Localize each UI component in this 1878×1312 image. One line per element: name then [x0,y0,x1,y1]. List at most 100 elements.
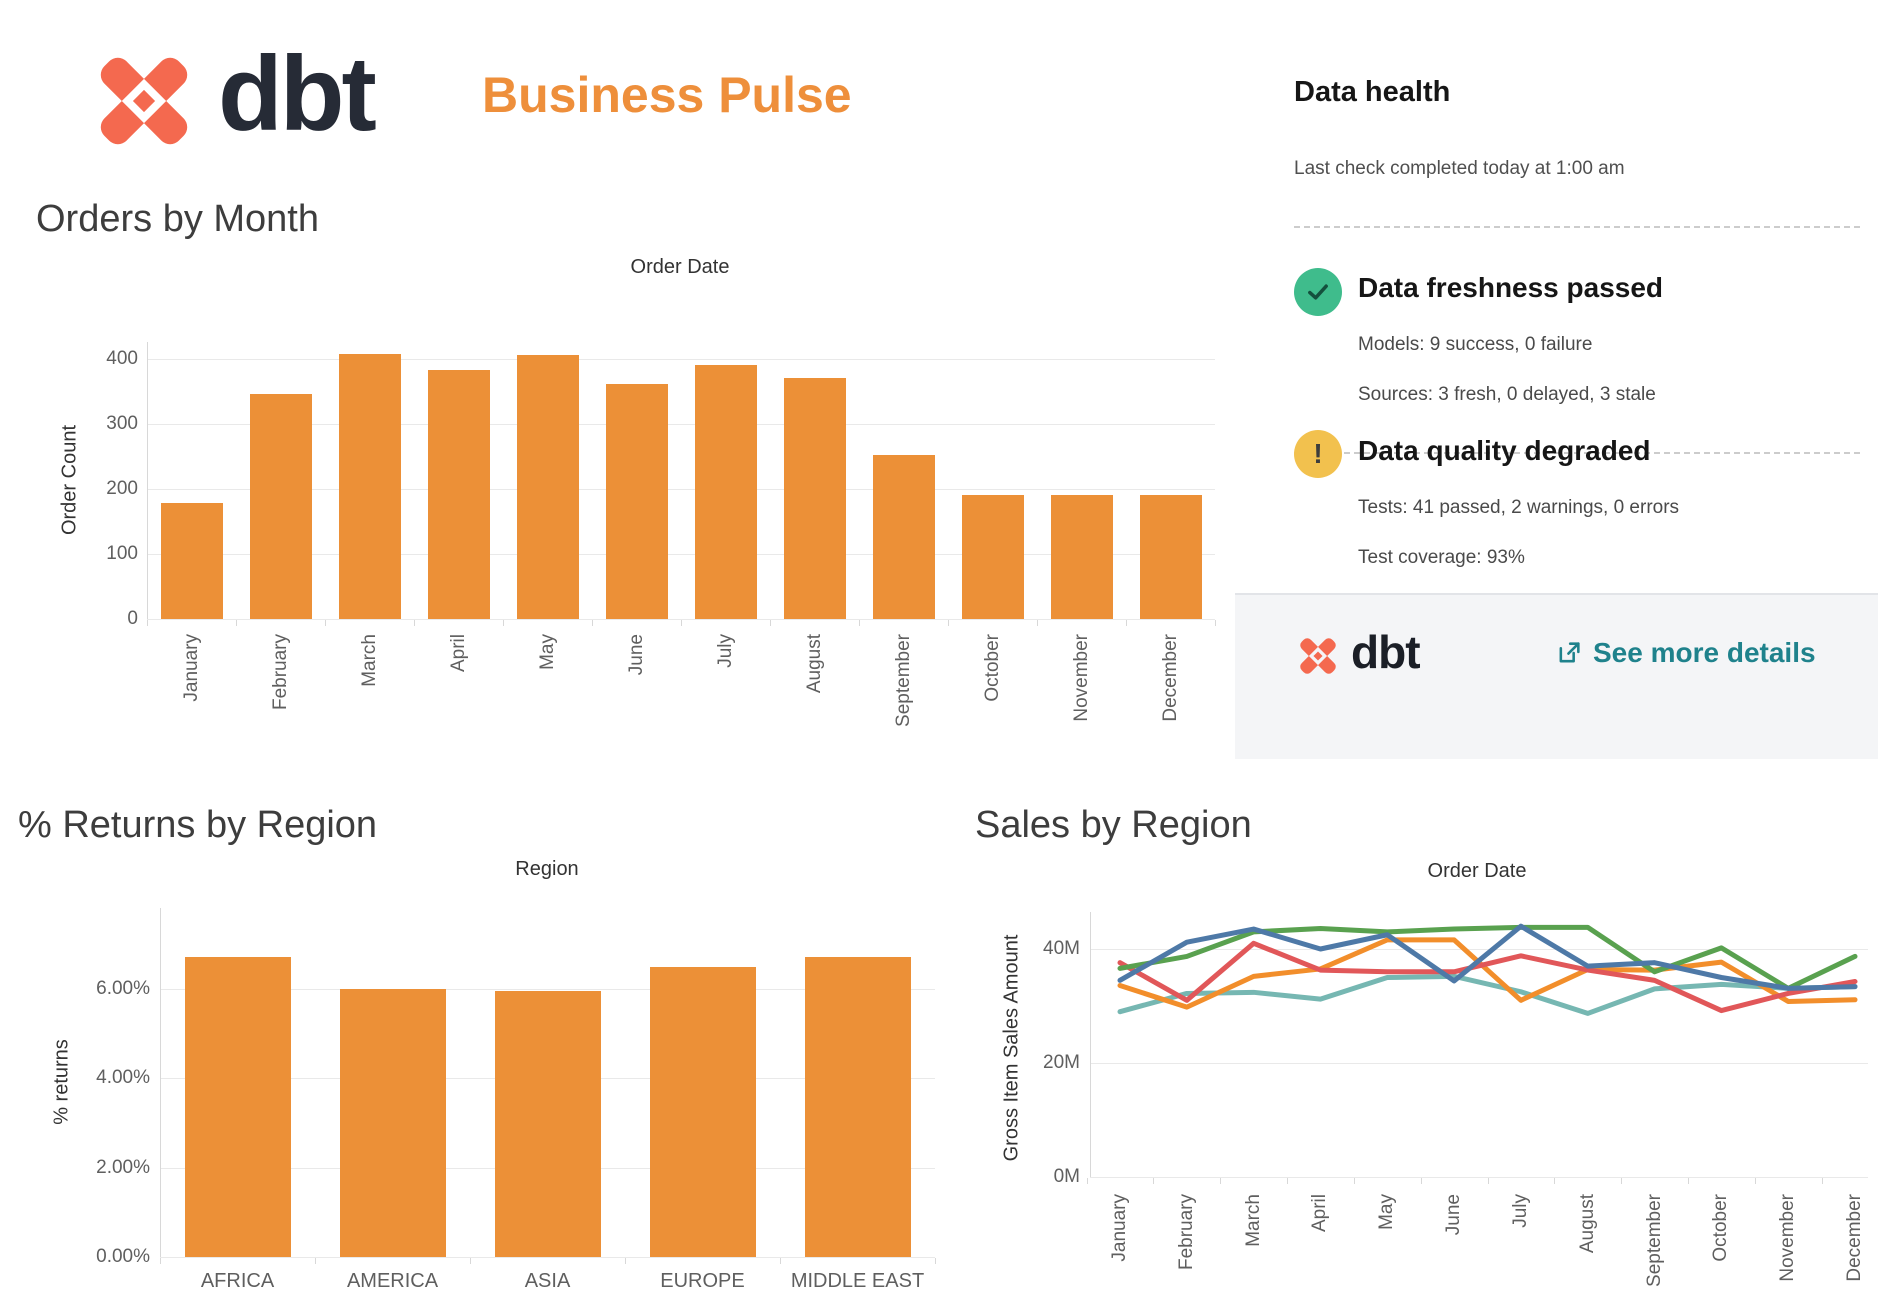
x-tick-mark [770,620,771,626]
line-series-teal[interactable] [1117,973,1858,1016]
exclamation-icon: ! [1294,430,1342,478]
x-tick-label: EUROPE [660,1270,745,1292]
x-tick-mark [1420,1178,1422,1184]
x-tick-mark [1126,620,1127,626]
x-tick-mark [1353,1178,1355,1184]
freshness-status-title: Data freshness passed [1358,272,1664,303]
orders-axis-title: Order Date [630,256,730,278]
divider [1294,226,1860,228]
line-series-orange[interactable] [1117,937,1858,1010]
gridline [1090,1177,1868,1178]
x-tick-label: AMERICA [346,1270,439,1292]
bar-europe[interactable] [649,967,756,1257]
gridline [1090,1063,1868,1064]
bar-december[interactable] [1139,494,1202,619]
x-tick-label: October [1710,1194,1732,1262]
bar-america[interactable] [339,988,446,1257]
x-tick-label: July [714,634,736,668]
dbt-logo-icon [1300,638,1336,674]
bar-july[interactable] [694,364,757,619]
gridline [147,554,1215,555]
bar-africa[interactable] [184,956,291,1257]
x-tick-mark [160,1258,161,1264]
x-tick-mark [1153,1178,1155,1184]
x-tick-label: June [625,634,647,676]
y-tick-label: 400 [106,348,138,369]
y-tick-label: 100 [106,543,138,564]
sales-axis-title: Order Date [1427,860,1527,882]
external-link-icon [1559,642,1580,663]
bar-september[interactable] [872,454,935,619]
x-tick-mark [147,620,148,626]
see-more-details-link[interactable]: See more details [1555,637,1816,669]
x-tick-mark [592,620,593,626]
y-axis-line [147,342,148,619]
x-tick-mark [236,620,237,626]
x-tick-label: September [1643,1194,1665,1287]
gridline [160,989,935,991]
x-tick-mark [625,1258,626,1264]
x-tick-mark [1287,1178,1289,1184]
dbt-logo-icon [100,57,188,145]
divider [1294,452,1860,454]
x-tick-mark [414,620,415,626]
check-icon [1294,268,1342,316]
x-tick-mark [1754,1178,1756,1184]
gridline [160,1257,935,1258]
data-health-subtitle: Last check completed today at 1:00 am [1294,158,1625,179]
line-series-red[interactable] [1117,940,1858,1014]
x-tick-mark [1487,1178,1489,1184]
dbt-wordmark: dbt [218,35,377,153]
bar-august[interactable] [783,377,846,619]
x-tick-mark [470,1258,471,1264]
data-health-title: Data health [1294,76,1451,108]
bar-june[interactable] [605,383,668,619]
bar-march[interactable] [338,353,401,619]
x-tick-label: October [981,634,1003,702]
line-series-blue[interactable] [1117,923,1858,991]
x-tick-mark [859,620,860,626]
y-axis-line [160,908,161,1257]
x-tick-mark [780,1258,781,1264]
y-tick-label: 4.00% [96,1067,150,1089]
line-series-green[interactable] [1117,924,1858,991]
x-tick-mark [1821,1178,1823,1184]
gridline [147,489,1215,490]
orders-chart-title: Orders by Month [36,198,319,240]
sales-y-axis-label: Gross Item Sales Amount [1000,934,1023,1162]
x-tick-label: December [1159,634,1181,722]
y-tick-label: 6.00% [96,978,150,1000]
x-tick-label: February [269,634,291,711]
y-tick-label: 0 [127,608,138,629]
x-tick-label: August [803,634,825,694]
bar-november[interactable] [1050,494,1113,619]
x-tick-label: ASIA [524,1270,571,1292]
y-tick-label: 2.00% [96,1156,150,1178]
x-tick-label: MIDDLE EAST [790,1270,925,1292]
x-tick-label: March [1242,1194,1264,1247]
x-tick-mark [1220,1178,1222,1184]
y-tick-label: 0M [1053,1166,1080,1187]
dbt-wordmark: dbt [1351,626,1421,678]
gridline [147,424,1215,425]
x-tick-label: February [1175,1194,1197,1271]
bar-may[interactable] [516,355,579,619]
x-tick-mark [325,620,326,626]
coverage-status-line: Test coverage: 93% [1358,547,1525,568]
bar-february[interactable] [249,394,312,619]
x-tick-label: August [1576,1194,1598,1254]
x-tick-label: May [1376,1194,1398,1230]
bar-october[interactable] [961,494,1024,619]
x-tick-mark [1086,1178,1088,1184]
x-tick-label: January [180,634,202,702]
data-health-footer-card: dbt See more details [1235,593,1878,759]
y-tick-label: 0.00% [96,1246,150,1267]
bar-january[interactable] [160,503,223,619]
bar-asia[interactable] [494,990,601,1257]
bar-middle-east[interactable] [804,956,911,1257]
x-tick-label: January [1109,1194,1130,1262]
y-tick-label: 200 [106,478,138,499]
bar-april[interactable] [427,370,490,619]
x-tick-mark [1037,620,1038,626]
